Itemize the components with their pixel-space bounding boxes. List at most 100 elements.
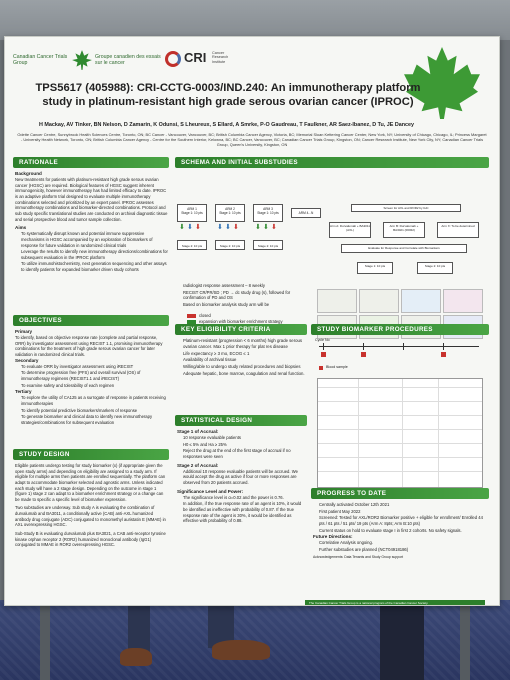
section-heading-objectives: OBJECTIVES <box>13 315 169 326</box>
wall-background <box>0 0 510 40</box>
section-heading-eligibility: KEY ELIGIBILITY CRITERIA <box>175 324 307 335</box>
down-arrow-icon: ⬇ <box>271 224 277 231</box>
table-row <box>318 387 482 388</box>
stage1-label: Stage 1 of Accrual: <box>177 429 219 434</box>
secondary-list: To evaluate ORR by investigator assessme… <box>15 364 169 389</box>
stage1-box: Stage 1: 10 pts <box>357 262 393 274</box>
table-row <box>318 457 482 458</box>
green-swatch-icon <box>187 320 196 325</box>
significance-list: The significance level is α=0.02 and the… <box>177 495 307 524</box>
table-row <box>318 401 482 402</box>
list-item: RECIST CR/PR/SD ; PD → dc study drug (s)… <box>183 290 313 301</box>
poster-affiliations: Odette Cancer Centre, Sunnybrook Health … <box>17 132 487 148</box>
arm-box: ARM 3 Stage 1: 10 pts <box>253 204 283 222</box>
table-row <box>318 471 482 472</box>
poster-title: TPS5617 (405988): CRI-CCTG-0003/IND.240:… <box>35 82 421 108</box>
arm-x-box: Arm X: To be determined <box>437 222 479 238</box>
tertiary-list: To explore the utility of CA125 as a sur… <box>15 395 169 425</box>
legend-item: expansion with biomarker enrichment stra… <box>187 319 317 325</box>
list-item: To examine safety and tolerability of ea… <box>21 383 169 389</box>
down-arrow-icon: ⬇ <box>195 224 201 231</box>
table-row <box>318 415 482 416</box>
stage2-box: Stage 2: 10 pts <box>177 240 207 250</box>
blood-sample-marker <box>321 352 326 357</box>
list-item: In addition, if the true response rate o… <box>183 501 307 524</box>
list-item: To explore the utility of CA125 as a sur… <box>21 395 169 406</box>
section-heading-schema: SCHEMA AND INITIAL SUBSTUDIES <box>175 157 489 168</box>
stage2-box: Stage 2: 10 pts <box>417 262 453 274</box>
aims-label: Aims <box>15 225 27 231</box>
table-row <box>318 429 482 430</box>
person-leg <box>128 606 150 652</box>
stage2-box: Stage 2: 10 pts <box>215 240 245 250</box>
substudy-flow-diagram: Screen for AXL and ROR2 by IHC Arm A: Du… <box>327 204 483 284</box>
tissue-image <box>401 289 441 313</box>
schema-bullets: radiologist response assessment – 8 week… <box>177 283 313 308</box>
section-heading-statistical: STATISTICAL DESIGN <box>175 415 307 426</box>
list-item: 10 response evaluable patients <box>183 435 307 441</box>
section-heading-rationale: RATIONALE <box>13 157 169 168</box>
list-item: Platinum-resistant (progression < 6 mont… <box>183 338 307 350</box>
list-item: To generate biomarker and clinical data … <box>21 414 169 425</box>
legend-item: closed <box>187 313 317 319</box>
study-design-paragraph: Sub-Study B is evaluating durvalumab plu… <box>15 530 166 548</box>
arm-box: ARM 2 Stage 1: 10 pts <box>215 204 245 222</box>
list-item: Willing/able to undergo study related pr… <box>183 364 307 370</box>
list-item: The significance level is α=0.02 and the… <box>183 495 307 501</box>
arm-a-box: Arm A: Durvalumab + BA3011 (AXL) <box>329 222 371 238</box>
footer-note: The Canadian Cancer Trials Group is a na… <box>305 600 485 605</box>
ctg-logo: Canadian Cancer Trials Group Groupe cana… <box>13 49 163 75</box>
tissue-image <box>443 289 483 313</box>
background-label: Background <box>15 171 42 176</box>
tissue-image <box>359 289 399 313</box>
timeline-tick <box>363 343 364 350</box>
schema-diagram: ARM 1 Stage 1: 10 pts ARM 2 Stage 1: 10 pt… <box>177 204 323 278</box>
cri-logo: CRI Cancer Research Institute <box>165 49 235 73</box>
evaluate-box: Evaluate for Response and Correlate with… <box>341 244 467 253</box>
list-item: To identify potential predictive biomark… <box>21 408 169 414</box>
stage2-box: Stage 2: 10 pts <box>253 240 283 250</box>
cri-subtitle: Cancer Research Institute <box>212 51 229 64</box>
progress-body: Centrally activated October 12th 2021 Fi… <box>313 502 487 598</box>
cycle-label: Cycle No <box>315 338 330 342</box>
primary-text: To identify, based on objective response… <box>15 335 163 358</box>
aims-list: To systematically disrupt known and pote… <box>15 231 169 272</box>
list-item: Current status on hold to evaluate stage… <box>319 528 487 534</box>
red-swatch-icon <box>319 366 323 370</box>
list-item: Availability of archival tissue <box>183 357 307 363</box>
person-shoe <box>212 640 270 660</box>
acknowledgements: Acknowledgements: Data Tenants and Study… <box>313 554 404 559</box>
list-item: Additional 10 response evaluable patient… <box>183 469 307 486</box>
statistical-body: Stage 1 of Accrual: 10 response evaluabl… <box>177 429 307 605</box>
objectives-body: Primary To identify, based on objective … <box>15 329 169 441</box>
list-item: Correlative Analysis ongoing. <box>319 540 487 546</box>
eligibility-list: Platinum-resistant (progression < 6 mont… <box>177 338 307 377</box>
stage2-list: Additional 10 response evaluable patient… <box>177 469 307 486</box>
future-list: Correlative Analysis ongoing. Further su… <box>313 540 487 552</box>
tertiary-label: Tertiary <box>15 389 32 395</box>
background-text: New treatments for patients with platinu… <box>15 177 168 222</box>
table-row <box>318 443 482 444</box>
large-maple-leaf-icon <box>404 46 480 119</box>
table-column <box>402 379 403 487</box>
list-item: H0 ≤ 5% and Ha ≥ 25% <box>183 442 307 448</box>
arm-b-box: Arm B: Durvalumab + BA3021 (ROR2) <box>383 222 425 238</box>
study-design-paragraph: Two substudies are underway. Sub study A… <box>15 505 166 528</box>
table-column <box>438 379 439 487</box>
timeline-tick <box>403 343 404 350</box>
list-item: To utilize immunohistochemistry, next ge… <box>21 261 169 272</box>
list-item: To determine progression free (PFS) and … <box>21 370 169 381</box>
stage1-list: 10 response evaluable patients H0 ≤ 5% a… <box>177 435 307 460</box>
list-item: Further substudies are planned (NCT04918… <box>319 547 487 553</box>
progress-list: Centrally activated October 12th 2021 Fi… <box>313 502 487 533</box>
schema-notes: radiologist response assessment – 8 week… <box>177 283 313 313</box>
ctg-name-fr: Groupe canadien des essais sur le cancer <box>95 54 161 66</box>
future-label: Future Directions: <box>313 534 353 540</box>
rationale-body: Background New treatments for patients w… <box>15 171 169 341</box>
list-item: Adequate hepatic, bone marrow, coagulati… <box>183 371 307 377</box>
down-arrow-icon: ⬇ <box>187 224 193 231</box>
arm-box: ARM 4...N <box>291 208 321 218</box>
down-arrow-icon: ⬇ <box>225 224 231 231</box>
poster-authors: H Mackay, AV Tinker, BN Nelson, D Zamari… <box>39 122 415 128</box>
list-item: First patient May 2022 <box>319 509 487 515</box>
